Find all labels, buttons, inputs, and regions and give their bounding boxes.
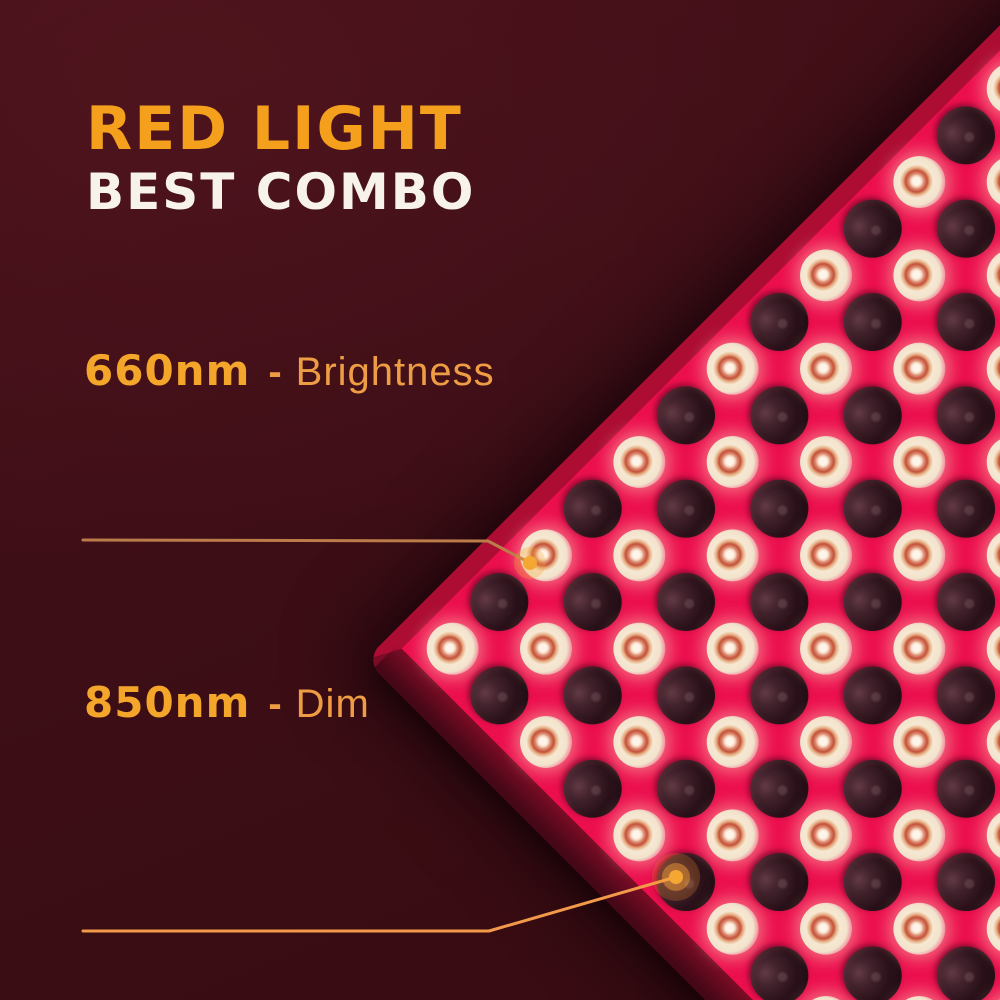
headline-line1: RED LIGHT — [86, 94, 463, 164]
callout-850nm-label: Dim — [295, 682, 370, 726]
callout-850nm: 850nm - Dim — [84, 678, 370, 727]
callout-660nm-dash: - — [268, 350, 282, 394]
headline-line2: BEST COMBO — [86, 163, 476, 221]
led-grid — [402, 0, 1000, 1000]
leader-line-660nm — [81, 538, 532, 565]
callout-660nm-wavelength: 660nm — [84, 346, 251, 395]
leader-line-850nm — [81, 875, 678, 933]
callout-850nm-dash: - — [268, 682, 282, 726]
headline: RED LIGHT BEST COMBO — [86, 98, 475, 220]
callout-660nm-label: Brightness — [295, 350, 495, 394]
callout-850nm-wavelength: 850nm — [84, 678, 251, 727]
callout-660nm: 660nm - Brightness — [84, 346, 495, 395]
